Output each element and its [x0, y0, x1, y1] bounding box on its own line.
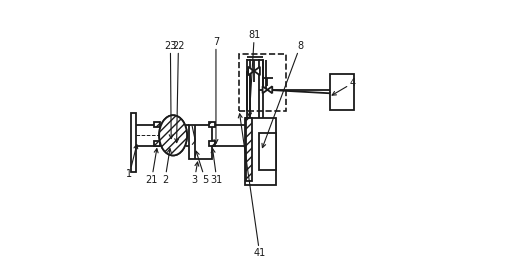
Text: 81: 81 [248, 30, 261, 117]
Polygon shape [267, 86, 272, 93]
Bar [154, 141, 160, 146]
Text: 31: 31 [211, 149, 223, 185]
Bar [154, 122, 160, 127]
Text: 4: 4 [332, 78, 356, 95]
Polygon shape [254, 67, 260, 75]
Ellipse shape [159, 115, 187, 155]
Text: 1: 1 [126, 145, 138, 179]
Bar [209, 141, 215, 146]
Text: 2: 2 [162, 149, 171, 185]
Text: 21: 21 [145, 149, 158, 185]
Polygon shape [263, 86, 267, 93]
Bar [259, 133, 276, 170]
Polygon shape [248, 67, 254, 75]
Text: 8: 8 [262, 40, 303, 148]
Bar [239, 54, 286, 111]
Text: 3: 3 [192, 162, 199, 185]
Text: 23: 23 [164, 40, 177, 139]
Ellipse shape [159, 115, 187, 155]
Text: 22: 22 [172, 40, 185, 143]
Bar [209, 122, 215, 127]
Bar [189, 125, 212, 159]
Bar [246, 118, 276, 185]
Text: 41: 41 [238, 114, 266, 258]
Text: 5: 5 [196, 151, 209, 185]
Bar [131, 113, 136, 172]
Bar [246, 118, 252, 181]
Bar [330, 74, 354, 110]
Text: 7: 7 [213, 36, 219, 143]
